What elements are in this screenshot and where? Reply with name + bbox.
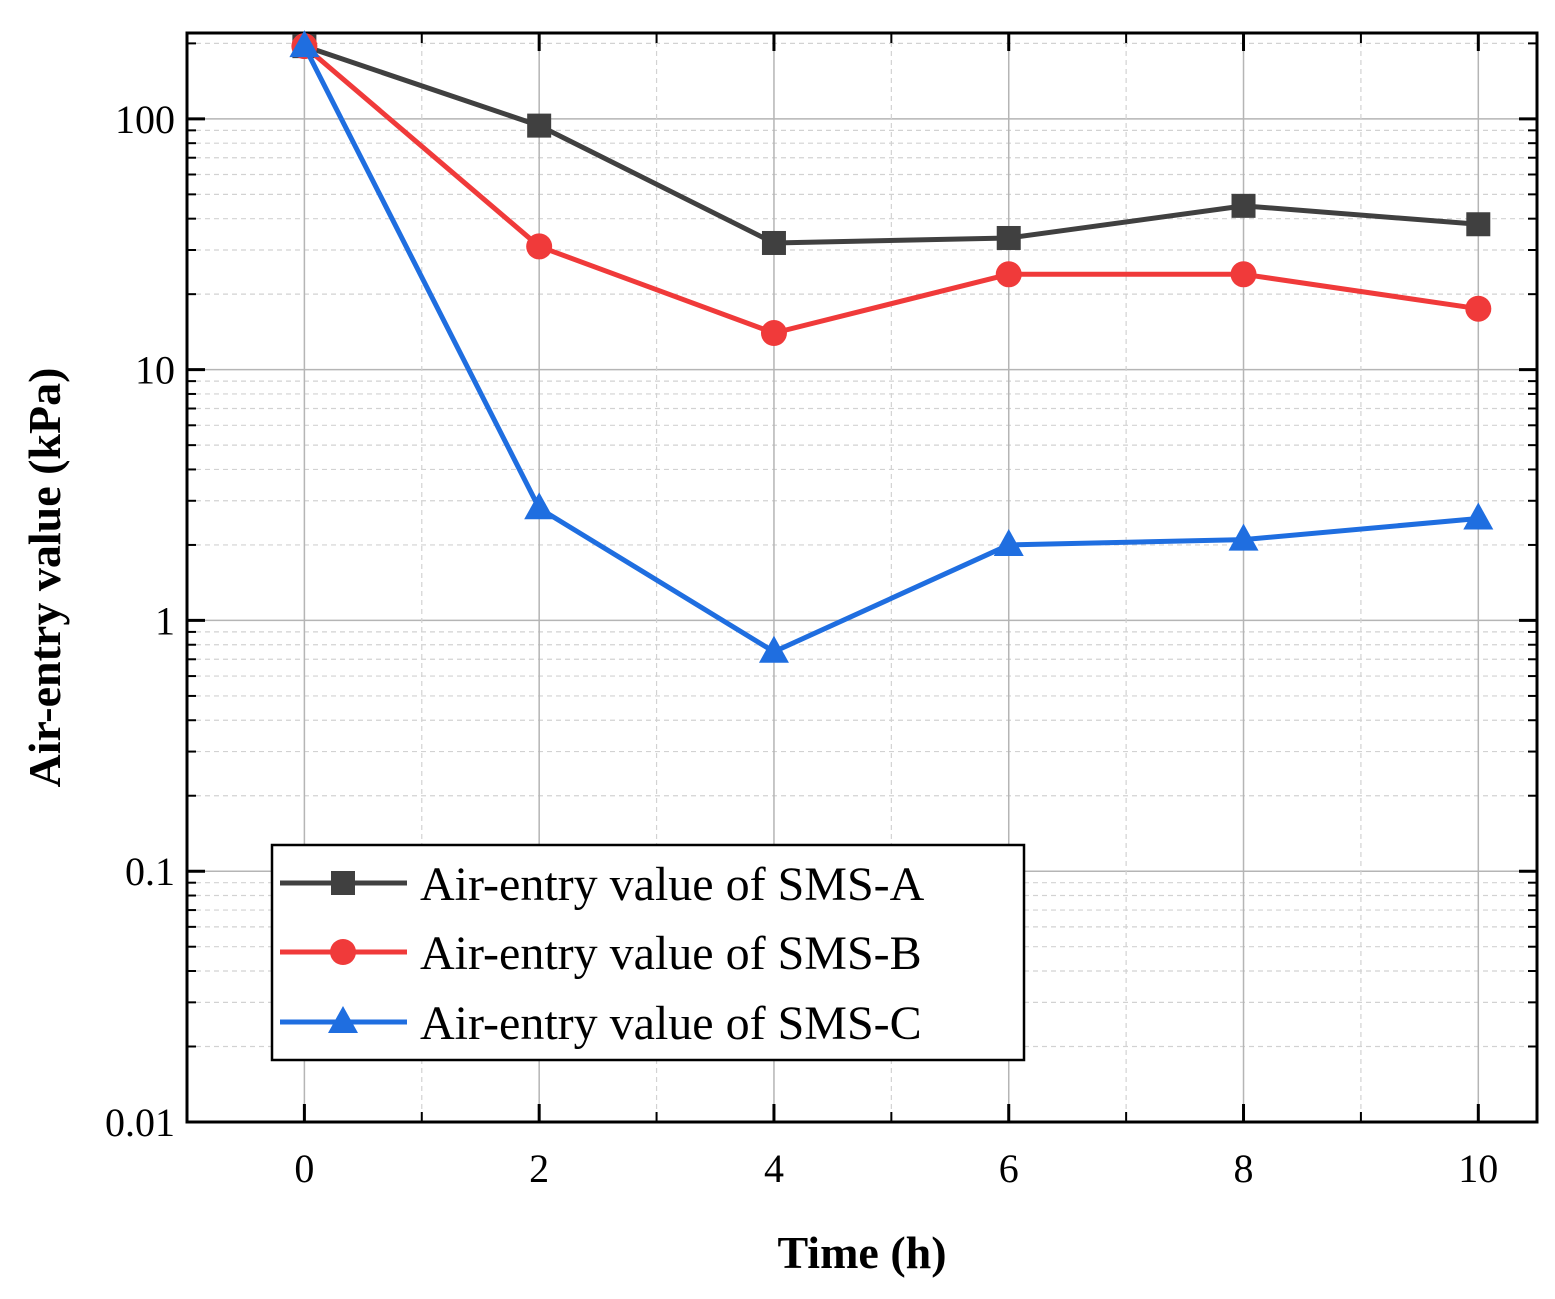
- y-tick-label: 0.01: [105, 1100, 175, 1145]
- y-tick-label: 100: [115, 97, 175, 142]
- data-point: [996, 225, 1021, 250]
- y-tick-label: 1: [155, 598, 175, 643]
- data-point: [993, 528, 1024, 556]
- data-point: [995, 261, 1022, 288]
- x-tick-label: 4: [764, 1146, 784, 1191]
- series-line: [302, 44, 1479, 336]
- data-point: [1230, 261, 1257, 288]
- legend-item: Air-entry value of SMS-C: [280, 997, 922, 1050]
- series-2: [291, 33, 1492, 347]
- x-tick-label: 8: [1234, 1146, 1254, 1191]
- data-point: [1228, 523, 1259, 551]
- data-point: [1463, 502, 1494, 530]
- plot-area-frame: [185, 31, 1539, 1124]
- data-point: [761, 230, 786, 255]
- data-point: [1466, 212, 1491, 237]
- x-tick-label: 6: [999, 1146, 1019, 1191]
- data-point: [1465, 295, 1492, 322]
- y-tick-label: 10: [135, 348, 175, 393]
- x-tick-label: 10: [1458, 1146, 1498, 1191]
- legend-item: Air-entry value of SMS-B: [280, 927, 922, 980]
- y-axis-title: Air-entry value (kPa): [19, 368, 70, 788]
- data-point: [760, 320, 787, 347]
- data-point: [758, 635, 789, 663]
- series-3: [289, 30, 1494, 663]
- legend-marker: [328, 1006, 358, 1033]
- legend-marker: [330, 939, 356, 965]
- legend-label: Air-entry value of SMS-C: [420, 997, 922, 1050]
- legend-marker: [331, 871, 355, 895]
- data-point: [526, 233, 553, 260]
- legend-label: Air-entry value of SMS-A: [420, 858, 925, 911]
- x-tick-label: 2: [529, 1146, 549, 1191]
- legend: Air-entry value of SMS-A Air-entry value …: [270, 843, 1026, 1062]
- series-line: [302, 45, 1479, 655]
- x-axis-title: Time (h): [777, 1227, 946, 1278]
- legend-item: Air-entry value of SMS-A: [280, 858, 925, 911]
- data-point: [524, 492, 555, 520]
- data-point: [289, 30, 320, 58]
- series-lines: [289, 30, 1494, 663]
- data-point: [527, 113, 552, 138]
- legend-label: Air-entry value of SMS-B: [420, 927, 922, 980]
- tick-labels: 0.01 0.1 1 10 100 0 2 4 6 8 10: [105, 97, 1498, 1191]
- x-tick-label: 0: [294, 1146, 314, 1191]
- data-point: [1231, 193, 1256, 218]
- series-line: [303, 43, 1479, 246]
- y-tick-label: 0.1: [125, 849, 175, 894]
